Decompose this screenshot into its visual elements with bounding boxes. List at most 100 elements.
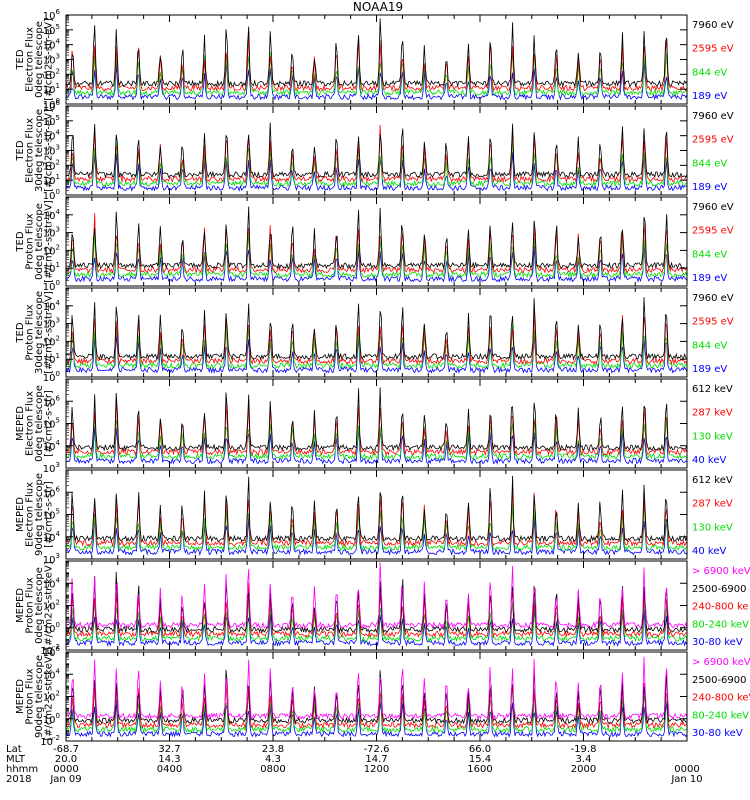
x-row-label: Lat: [6, 744, 22, 755]
y-tick-exponent: 4: [56, 667, 61, 675]
series-line-1: [65, 488, 688, 548]
series-line-2: [65, 231, 688, 279]
y-axis-title-line: Proton Flux: [24, 304, 35, 360]
legend-entry: 7960 eV: [692, 20, 734, 31]
y-axis-title-line: TED: [15, 231, 26, 252]
legend-entry: 287 keV: [692, 408, 733, 419]
legend-entry: 2595 eV: [692, 317, 734, 328]
legend-entry: 40 keV: [692, 546, 726, 557]
y-axis-title: TEDProton Flux30deg telescope[#/cm2-s-st…: [15, 291, 55, 374]
y-axis-title-line: MEPED: [15, 406, 26, 441]
y-tick-exponent: 6: [56, 99, 61, 107]
legend-entry: 844 eV: [692, 340, 727, 351]
x-tick-label-date: Jan 10: [670, 774, 702, 785]
y-tick-exponent: 0: [56, 621, 60, 629]
y-tick-exponent: 5: [56, 23, 60, 31]
series-line-2: [65, 503, 688, 552]
y-axis-title: MEPEDProton Flux90deg telescope[#/cm2-s-…: [15, 652, 55, 740]
y-axis-title-line: [#/cm2-s-str-keV]: [43, 652, 54, 740]
legend-entry: > 6900 keV: [692, 657, 750, 668]
series-line-0: [65, 475, 688, 543]
y-tick-exponent: 2: [56, 690, 60, 698]
y-tick-exponent: 1: [56, 173, 60, 181]
legend-entry: 7960 eV: [692, 293, 734, 304]
y-tick-exponent: 4: [56, 530, 61, 538]
y-axis-title-line: MEPED: [15, 497, 26, 532]
x-tick-label-mlt: 3.4: [576, 754, 592, 765]
legend-entry: 7960 eV: [692, 111, 734, 122]
series-line-2: [65, 416, 688, 461]
legend-entry: 287 keV: [692, 499, 733, 510]
legend-entry: 189 eV: [692, 364, 727, 375]
x-tick-label-lat: 66.0: [469, 744, 491, 755]
chart-title: NOAA19: [353, 0, 403, 14]
y-axis-title-line: 90deg telescope: [34, 655, 45, 738]
legend-entry: 130 keV: [692, 522, 733, 533]
x-tick-label-hhmm: 1200: [364, 764, 389, 775]
x-tick-label-mlt: 4.3: [265, 754, 281, 765]
y-tick-exponent: 0: [56, 370, 60, 378]
y-tick-exponent: 3: [56, 53, 60, 61]
series-line-0: [65, 562, 688, 630]
legend-entry: 7960 eV: [692, 202, 734, 213]
y-tick-exponent: 2: [56, 334, 60, 342]
y-tick-exponent: 4: [56, 439, 61, 447]
y-axis-title-line: Electron Flux: [24, 391, 35, 456]
x-tick-label-lat: -19.8: [571, 744, 597, 755]
series-line-2: [65, 681, 688, 730]
series-line-0: [65, 18, 688, 88]
y-tick-exponent: 4: [56, 38, 61, 46]
y-tick-exponent: 6: [56, 645, 61, 653]
x-tick-label-lat: 32.7: [158, 744, 180, 755]
y-tick-exponent: -2: [53, 734, 60, 742]
y-tick-exponent: 5: [56, 508, 60, 516]
y-tick-exponent: 0: [56, 712, 60, 720]
y-tick-exponent: 1: [56, 82, 60, 90]
x-tick-label-hhmm: 0400: [157, 764, 182, 775]
y-axis-title: TEDElectron Flux30deg telescope[#/cm2-s-…: [15, 109, 55, 192]
y-tick-exponent: 2: [56, 599, 60, 607]
y-tick-exponent: 5: [56, 417, 60, 425]
legend-entry: 130 keV: [692, 431, 733, 442]
y-tick-exponent: 1: [56, 261, 60, 269]
x-tick-label-date: Jan 09: [49, 774, 81, 785]
y-tick-exponent: 3: [56, 552, 60, 560]
legend-entry: 189 eV: [692, 91, 727, 102]
legend-entry: 240-800 ke: [692, 602, 749, 613]
y-axis-title-line: [#/cm2-s-str-keV]: [43, 561, 54, 649]
x-tick-label-lat: -68.7: [53, 744, 79, 755]
x-tick-label-hhmm: 1600: [467, 764, 492, 775]
y-tick-exponent: 3: [56, 317, 60, 325]
y-axis-title-line: Proton Flux: [24, 577, 35, 633]
legend-entry: 844 eV: [692, 158, 727, 169]
legend-entry: 40 keV: [692, 455, 726, 466]
y-axis-title-line: 30deg telescope: [34, 291, 45, 374]
y-tick-exponent: 6: [56, 485, 61, 493]
y-tick-exponent: 6: [56, 8, 61, 16]
series-line-1: [65, 666, 688, 725]
series-line-2: [65, 138, 688, 188]
x-tick-label-hhmm: 0800: [260, 764, 285, 775]
y-tick-exponent: -2: [53, 643, 60, 651]
series-line-3: [65, 684, 688, 734]
x-tick-label-mlt: 20.0: [55, 754, 77, 765]
series-line-1: [65, 311, 688, 366]
legend-entry: 240-800 keV: [692, 693, 750, 704]
y-axis-title-line: TED: [15, 140, 26, 161]
series-line-1: [65, 213, 688, 274]
y-tick-exponent: 2: [56, 158, 60, 166]
y-axis-title-line: TED: [15, 322, 26, 343]
legend-entry: 80-240 keV: [692, 710, 749, 721]
series-line-0: [65, 206, 688, 270]
series-line-1: [65, 571, 688, 634]
x-row-label: 2018: [6, 774, 31, 785]
y-tick-exponent: 0: [56, 279, 60, 287]
series-line-0: [65, 297, 688, 361]
series-line-2: [65, 51, 688, 97]
